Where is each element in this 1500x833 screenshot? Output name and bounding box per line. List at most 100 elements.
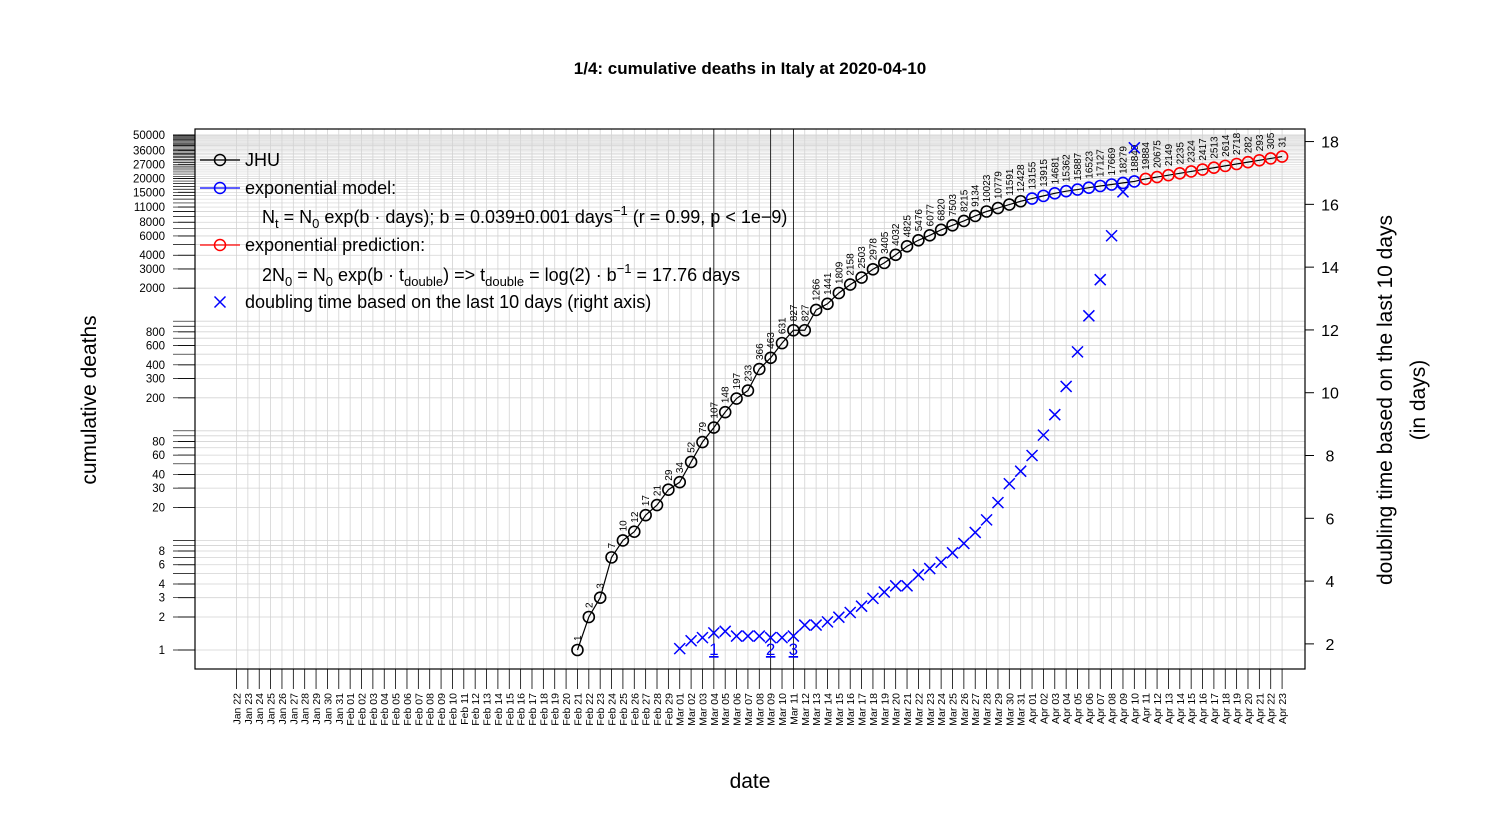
x-tick-label: Feb 16 — [516, 693, 528, 726]
data-label: 4032 — [891, 223, 902, 246]
doubling-time-point — [1105, 229, 1118, 242]
data-label: 15362 — [1062, 154, 1073, 182]
data-label: 17127 — [1096, 149, 1107, 177]
x-tick-label: Mar 08 — [754, 693, 766, 726]
x-tick-label: Feb 10 — [447, 693, 459, 726]
data-point — [946, 218, 959, 232]
y-tick-label: 6 — [159, 560, 165, 572]
y-right-tick-label: 12 — [1321, 323, 1339, 340]
data-point — [1014, 194, 1027, 208]
x-tick-label: Jan 29 — [311, 693, 323, 725]
data-label: 1266 — [812, 278, 823, 301]
y-tick-label: 30 — [152, 483, 165, 495]
vline-label: 3 — [789, 640, 798, 659]
data-point — [923, 229, 937, 242]
doubling-time-point — [866, 592, 879, 605]
x-tick-label: Jan 30 — [322, 693, 334, 725]
x-tick-label: Feb 06 — [402, 693, 414, 726]
x-tick-label: Jan 24 — [254, 693, 266, 725]
y-tick-label: 20 — [152, 502, 165, 514]
data-point — [934, 223, 948, 237]
y-tick-label: 8 — [159, 546, 165, 558]
x-tick-label: Mar 12 — [800, 693, 812, 726]
x-tick-label: Feb 04 — [379, 693, 391, 726]
data-label: 1441 — [823, 272, 834, 295]
x-tick-label: Feb 14 — [493, 693, 505, 726]
legend-label: doubling time based on the last 10 days … — [245, 292, 651, 312]
x-tick-label: Apr 08 — [1107, 693, 1119, 724]
legend-label: exponential prediction: — [245, 235, 425, 255]
doubling-time-point — [719, 625, 732, 638]
x-tick-label: Mar 11 — [788, 693, 800, 725]
data-label: 20675 — [1153, 140, 1164, 168]
data-point — [696, 435, 709, 449]
x-tick-label: Mar 10 — [777, 693, 789, 726]
doubling-time-point — [1026, 449, 1039, 462]
data-label: 233 — [743, 364, 754, 381]
x-tick-label: Mar 19 — [879, 693, 891, 726]
x-tick-label: Jan 26 — [277, 693, 289, 725]
doubling-time-point — [1071, 345, 1084, 358]
x-tick-label: Mar 21 — [902, 693, 914, 726]
y-right-tick-label: 6 — [1326, 511, 1335, 528]
data-label: 2513 — [1209, 136, 1220, 159]
data-label: 10779 — [993, 171, 1004, 199]
legend-marker — [213, 181, 227, 195]
x-tick-label: Apr 18 — [1220, 693, 1232, 724]
doubling-time-point — [889, 579, 902, 592]
doubling-time-point — [741, 630, 754, 643]
data-point — [866, 262, 880, 276]
data-point — [957, 214, 971, 228]
legend-marker — [213, 153, 227, 167]
data-point — [684, 455, 698, 469]
y-right-tick-label: 2 — [1326, 637, 1335, 654]
x-tick-label: Feb 08 — [425, 693, 437, 726]
data-point — [764, 351, 777, 365]
legend-marker — [213, 295, 227, 309]
data-point — [650, 498, 664, 512]
x-tick-label: Apr 01 — [1027, 693, 1039, 724]
doubling-time-point — [969, 526, 982, 539]
x-tick-label: Feb 07 — [413, 693, 425, 726]
data-label: 2503 — [857, 246, 868, 269]
doubling-time-point — [1082, 309, 1095, 322]
x-tick-label: Apr 11 — [1141, 693, 1153, 723]
data-point — [752, 362, 766, 376]
x-tick-label: Mar 25 — [947, 693, 959, 726]
y-tick-label: 15000 — [133, 187, 165, 199]
doubling-time-point — [1094, 273, 1107, 286]
x-tick-label: Feb 28 — [652, 693, 664, 726]
doubling-time-point — [980, 513, 993, 526]
x-tick-label: Feb 24 — [607, 693, 619, 726]
x-tick-label: Feb 03 — [368, 693, 380, 726]
doubling-time-point — [810, 619, 823, 632]
data-label: 2614 — [1221, 134, 1232, 157]
data-label: 12 — [630, 511, 641, 523]
data-point — [662, 483, 675, 497]
y-tick-label: 50000 — [133, 130, 165, 142]
y-tick-label: 600 — [146, 341, 165, 353]
data-label: 13915 — [1039, 159, 1050, 187]
data-point — [889, 248, 902, 262]
x-tick-label: Apr 22 — [1266, 693, 1278, 724]
data-label: 827 — [789, 304, 800, 321]
data-label: 305 — [1266, 132, 1277, 149]
data-point — [821, 297, 834, 311]
x-tick-label: Apr 13 — [1163, 693, 1175, 724]
y-right-tick-label: 8 — [1326, 449, 1335, 466]
data-point — [730, 392, 743, 405]
data-label: 2417 — [1198, 138, 1209, 161]
data-label: 282 — [1243, 136, 1254, 153]
y-tick-label: 6000 — [139, 231, 165, 243]
data-point — [582, 610, 596, 624]
doubling-time-point — [1116, 185, 1130, 198]
doubling-time-point — [764, 631, 777, 644]
data-point — [627, 525, 641, 539]
plot-frame — [194, 128, 1306, 670]
x-tick-label: Mar 04 — [709, 693, 721, 726]
data-point — [673, 475, 687, 489]
data-point — [878, 256, 891, 270]
data-label: 2 — [584, 602, 595, 608]
